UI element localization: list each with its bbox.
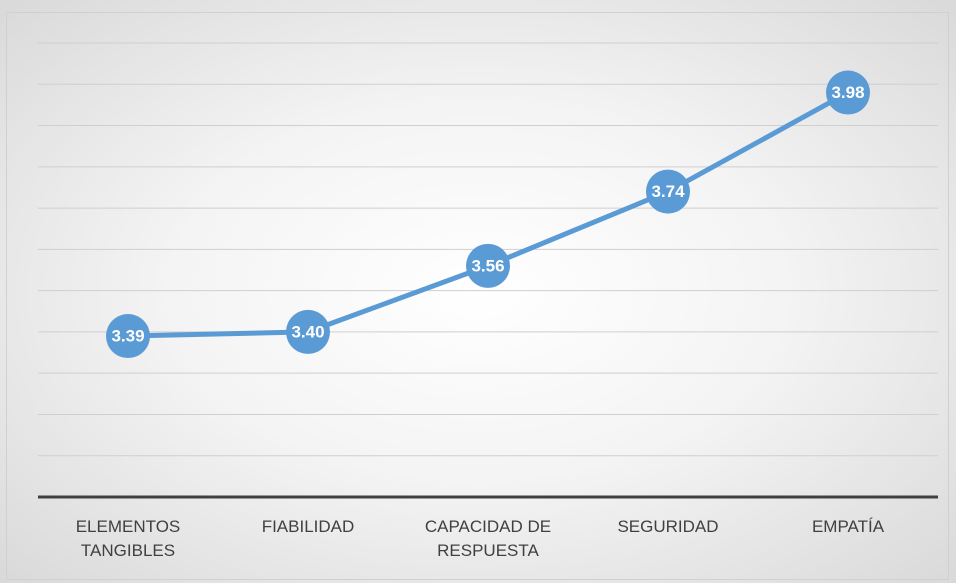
chart-border [6,12,949,580]
x-tick-label: EMPATÍA [811,517,885,536]
data-label: 3.74 [651,182,685,201]
data-label: 3.98 [831,83,864,102]
data-label: 3.39 [111,327,144,346]
line [127,90,850,339]
marker [466,243,510,288]
marker [286,309,330,354]
marker [106,314,150,359]
x-tick-label: CAPACIDAD DE RESPUESTA [424,517,552,560]
x-tick-label: SEGURIDAD [617,517,719,536]
data-label: 3.40 [291,322,324,341]
data-label: 3.56 [471,256,504,275]
x-tick-label: FIABILIDAD [261,517,355,536]
marker [826,70,870,115]
x-tick-label: ELEMENTOS TANGIBLES [75,517,181,560]
marker [646,169,690,214]
